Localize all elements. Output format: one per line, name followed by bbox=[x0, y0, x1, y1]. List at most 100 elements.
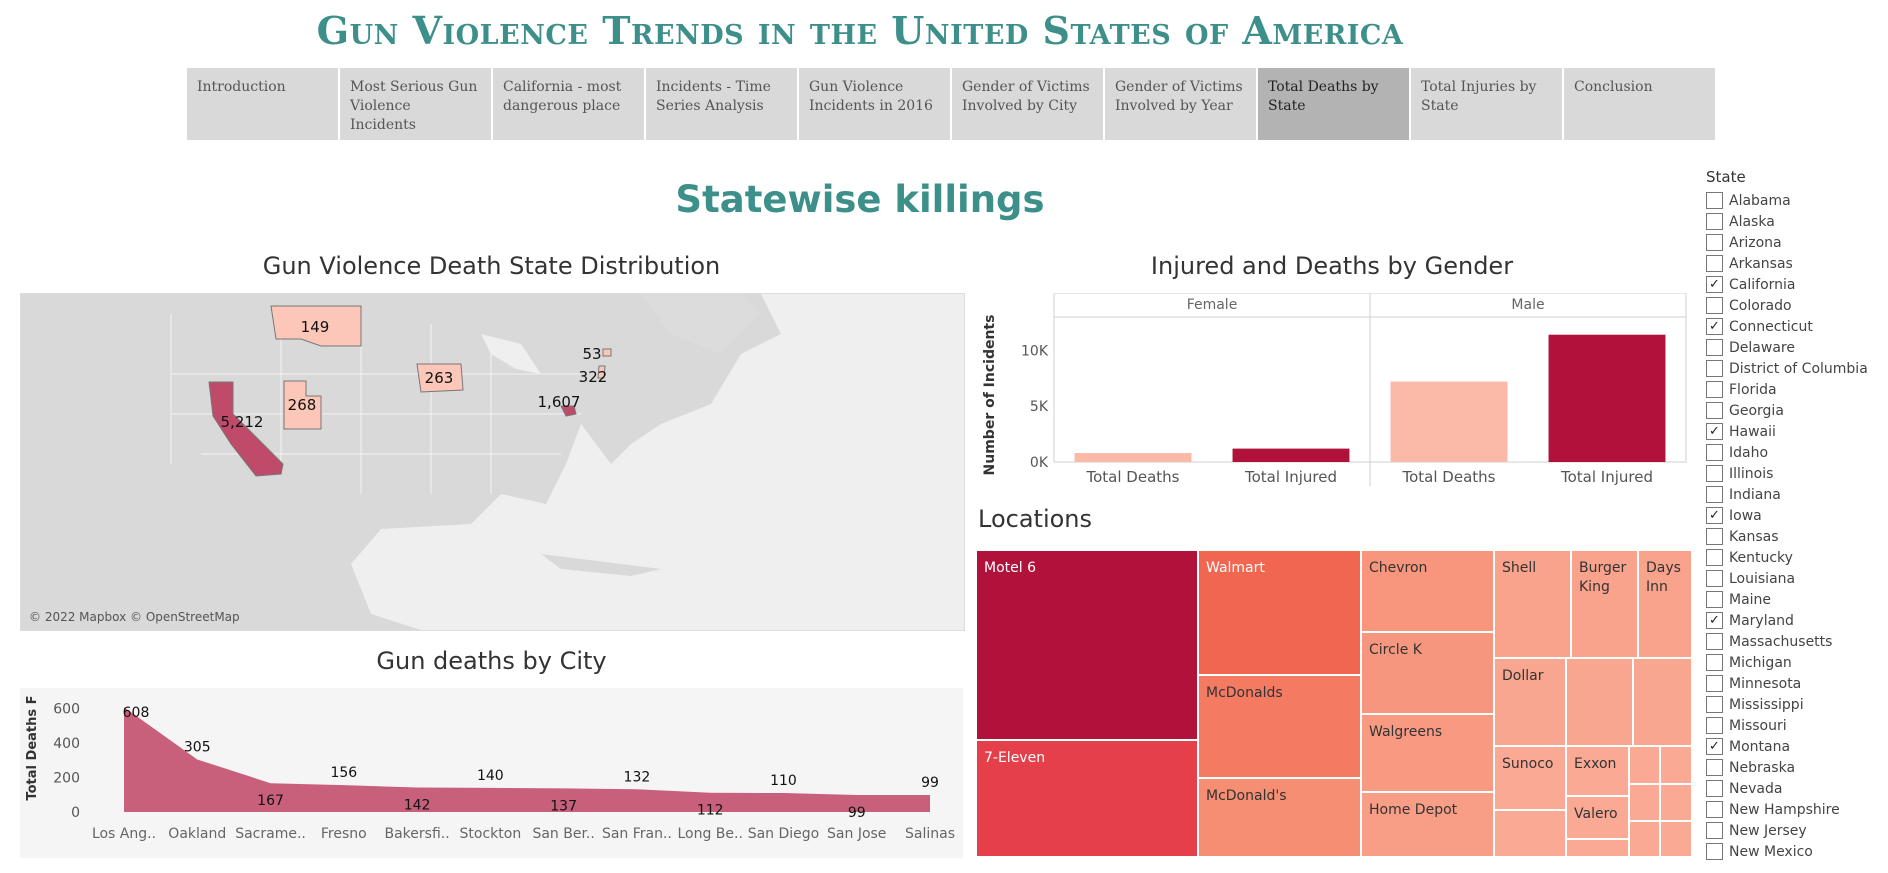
filter-item-colorado[interactable]: Colorado bbox=[1706, 295, 1888, 316]
filter-item-nebraska[interactable]: Nebraska bbox=[1706, 757, 1888, 778]
checkbox[interactable] bbox=[1706, 696, 1723, 713]
checkbox[interactable] bbox=[1706, 570, 1723, 587]
treemap-cell[interactable]: Shell bbox=[1494, 550, 1571, 658]
us-map[interactable]: 149 5,212 268 263 1,607 53 322 bbox=[21, 294, 964, 630]
treemap-cell[interactable]: Burger King bbox=[1571, 550, 1638, 658]
checkbox[interactable] bbox=[1706, 297, 1723, 314]
tab-most-serious-gun-violence-incidents[interactable]: Most Serious Gun Violence Incidents bbox=[340, 68, 491, 140]
checkbox[interactable] bbox=[1706, 192, 1723, 209]
checkbox[interactable]: ✓ bbox=[1706, 507, 1723, 524]
tab-conclusion[interactable]: Conclusion bbox=[1564, 68, 1715, 140]
checkbox[interactable] bbox=[1706, 402, 1723, 419]
filter-item-alaska[interactable]: Alaska bbox=[1706, 211, 1888, 232]
checkbox[interactable] bbox=[1706, 339, 1723, 356]
treemap-cell[interactable] bbox=[1566, 658, 1633, 746]
treemap-cell[interactable]: Valero bbox=[1566, 796, 1629, 839]
checkbox[interactable]: ✓ bbox=[1706, 423, 1723, 440]
tab-california-most-dangerous-place[interactable]: California - most dangerous place bbox=[493, 68, 644, 140]
checkbox[interactable] bbox=[1706, 801, 1723, 818]
filter-item-illinois[interactable]: Illinois bbox=[1706, 463, 1888, 484]
treemap-cell[interactable]: Walmart bbox=[1198, 550, 1361, 675]
filter-item-minnesota[interactable]: Minnesota bbox=[1706, 673, 1888, 694]
filter-item-nevada[interactable]: Nevada bbox=[1706, 778, 1888, 799]
checkbox[interactable]: ✓ bbox=[1706, 738, 1723, 755]
checkbox[interactable] bbox=[1706, 486, 1723, 503]
treemap-cell[interactable]: McDonalds bbox=[1198, 675, 1361, 778]
treemap-cell[interactable]: McDonald's bbox=[1198, 778, 1361, 857]
filter-item-missouri[interactable]: Missouri bbox=[1706, 715, 1888, 736]
checkbox[interactable] bbox=[1706, 381, 1723, 398]
treemap-cell[interactable] bbox=[1566, 839, 1629, 857]
filter-item-arizona[interactable]: Arizona bbox=[1706, 232, 1888, 253]
filter-item-georgia[interactable]: Georgia bbox=[1706, 400, 1888, 421]
treemap-cell[interactable]: Home Depot bbox=[1361, 792, 1494, 857]
filter-item-kansas[interactable]: Kansas bbox=[1706, 526, 1888, 547]
checkbox[interactable]: ✓ bbox=[1706, 612, 1723, 629]
filter-item-kentucky[interactable]: Kentucky bbox=[1706, 547, 1888, 568]
city-chart[interactable]: 608 Los Ang.. 305 Oakland 167 Sacrame.. 156 Fre… bbox=[20, 688, 963, 858]
treemap-cell[interactable]: Sunoco bbox=[1494, 746, 1566, 810]
checkbox[interactable] bbox=[1706, 654, 1723, 671]
checkbox[interactable] bbox=[1706, 675, 1723, 692]
tab-total-deaths-by-state[interactable]: Total Deaths by State bbox=[1258, 68, 1409, 140]
checkbox[interactable] bbox=[1706, 591, 1723, 608]
treemap-cell[interactable] bbox=[1629, 821, 1660, 857]
checkbox[interactable] bbox=[1706, 234, 1723, 251]
filter-item-new-mexico[interactable]: New Mexico bbox=[1706, 841, 1888, 862]
filter-item-idaho[interactable]: Idaho bbox=[1706, 442, 1888, 463]
treemap-cell[interactable]: Circle K bbox=[1361, 632, 1494, 714]
map-panel[interactable]: 149 5,212 268 263 1,607 53 322 © 2022 Ma… bbox=[20, 293, 965, 631]
filter-item-montana[interactable]: ✓ Montana bbox=[1706, 736, 1888, 757]
treemap-cell[interactable]: Exxon bbox=[1566, 746, 1629, 796]
filter-item-new-hampshire[interactable]: New Hampshire bbox=[1706, 799, 1888, 820]
locations-treemap[interactable]: Motel 6 7-Eleven Walmart McDonalds McDon… bbox=[976, 550, 1692, 857]
tab-gender-of-victims-involved-by-year[interactable]: Gender of Victims Involved by Year bbox=[1105, 68, 1256, 140]
filter-item-california[interactable]: ✓ California bbox=[1706, 274, 1888, 295]
filter-item-hawaii[interactable]: ✓ Hawaii bbox=[1706, 421, 1888, 442]
treemap-cell[interactable] bbox=[1660, 746, 1692, 784]
treemap-cell[interactable]: Dollar bbox=[1494, 658, 1566, 746]
checkbox[interactable] bbox=[1706, 360, 1723, 377]
city-chart-svg[interactable]: 608 Los Ang.. 305 Oakland 167 Sacrame.. 156 Fre… bbox=[20, 688, 963, 858]
filter-item-mississippi[interactable]: Mississippi bbox=[1706, 694, 1888, 715]
checkbox[interactable] bbox=[1706, 717, 1723, 734]
treemap-cell[interactable]: Days Inn bbox=[1638, 550, 1692, 658]
treemap-cell[interactable] bbox=[1660, 784, 1692, 821]
filter-item-massachusetts[interactable]: Massachusetts bbox=[1706, 631, 1888, 652]
checkbox[interactable] bbox=[1706, 780, 1723, 797]
checkbox[interactable] bbox=[1706, 843, 1723, 860]
filter-item-district-of-columbia[interactable]: District of Columbia bbox=[1706, 358, 1888, 379]
treemap-cell[interactable]: Walgreens bbox=[1361, 714, 1494, 792]
tab-introduction[interactable]: Introduction bbox=[187, 68, 338, 140]
treemap-cell[interactable] bbox=[1629, 784, 1660, 821]
filter-item-indiana[interactable]: Indiana bbox=[1706, 484, 1888, 505]
filter-item-iowa[interactable]: ✓ Iowa bbox=[1706, 505, 1888, 526]
filter-item-maryland[interactable]: ✓ Maryland bbox=[1706, 610, 1888, 631]
treemap-cell[interactable]: Motel 6 bbox=[976, 550, 1198, 740]
checkbox[interactable] bbox=[1706, 255, 1723, 272]
filter-item-florida[interactable]: Florida bbox=[1706, 379, 1888, 400]
tab-incidents-time-series-analysis[interactable]: Incidents - Time Series Analysis bbox=[646, 68, 797, 140]
filter-item-maine[interactable]: Maine bbox=[1706, 589, 1888, 610]
tab-gender-of-victims-involved-by-city[interactable]: Gender of Victims Involved by City bbox=[952, 68, 1103, 140]
checkbox[interactable] bbox=[1706, 465, 1723, 482]
filter-item-michigan[interactable]: Michigan bbox=[1706, 652, 1888, 673]
checkbox[interactable] bbox=[1706, 759, 1723, 776]
filter-item-arkansas[interactable]: Arkansas bbox=[1706, 253, 1888, 274]
filter-item-connecticut[interactable]: ✓ Connecticut bbox=[1706, 316, 1888, 337]
filter-item-new-jersey[interactable]: New Jersey bbox=[1706, 820, 1888, 841]
gender-chart-svg[interactable]: Female Total Deaths Total Injured Male Total… bbox=[974, 292, 1690, 503]
checkbox[interactable] bbox=[1706, 444, 1723, 461]
checkbox[interactable] bbox=[1706, 213, 1723, 230]
treemap-cell[interactable] bbox=[1629, 746, 1660, 784]
gender-chart[interactable]: Female Total Deaths Total Injured Male Total… bbox=[974, 292, 1690, 486]
tab-total-injuries-by-state[interactable]: Total Injuries by State bbox=[1411, 68, 1562, 140]
filter-item-delaware[interactable]: Delaware bbox=[1706, 337, 1888, 358]
treemap-cell[interactable]: 7-Eleven bbox=[976, 740, 1198, 857]
filter-item-alabama[interactable]: Alabama bbox=[1706, 190, 1888, 211]
tab-gun-violence-incidents-in-2016[interactable]: Gun Violence Incidents in 2016 bbox=[799, 68, 950, 140]
checkbox[interactable]: ✓ bbox=[1706, 318, 1723, 335]
checkbox[interactable] bbox=[1706, 528, 1723, 545]
checkbox[interactable] bbox=[1706, 822, 1723, 839]
checkbox[interactable]: ✓ bbox=[1706, 276, 1723, 293]
